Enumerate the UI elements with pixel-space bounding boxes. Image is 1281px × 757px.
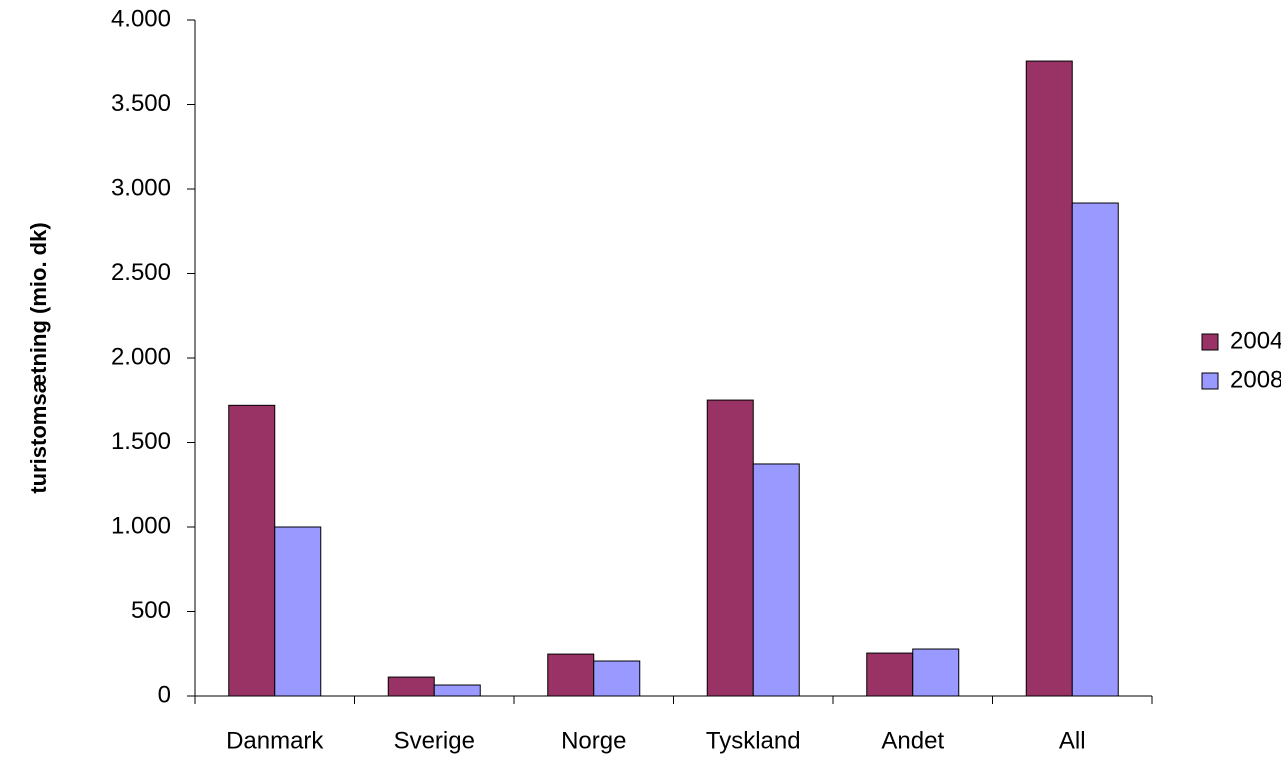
y-tick-label: 1.000 bbox=[111, 512, 171, 539]
bar bbox=[866, 652, 914, 697]
bar bbox=[752, 463, 800, 697]
bar bbox=[912, 648, 960, 697]
legend-swatch bbox=[1201, 333, 1219, 351]
x-tick-label: Danmark bbox=[226, 727, 324, 754]
bar bbox=[1025, 60, 1073, 697]
y-tick-label: 0 bbox=[158, 681, 171, 708]
bar bbox=[1071, 202, 1119, 697]
x-tick-label: Andet bbox=[881, 727, 944, 754]
y-tick-label: 4.000 bbox=[111, 5, 171, 32]
legend-label: 2008 bbox=[1230, 366, 1281, 393]
bar bbox=[706, 399, 754, 697]
x-tick-label: All bbox=[1059, 727, 1086, 754]
bar bbox=[547, 653, 595, 697]
legend-label: 2004 bbox=[1230, 327, 1281, 354]
y-axis-label: turistomsætning (mio. dk) bbox=[26, 222, 51, 493]
x-tick-label: Norge bbox=[561, 727, 626, 754]
bar bbox=[387, 676, 435, 697]
legend-swatch bbox=[1201, 372, 1219, 390]
x-tick-label: Tyskland bbox=[706, 727, 801, 754]
bar bbox=[228, 404, 276, 697]
bar bbox=[593, 660, 641, 697]
bar bbox=[274, 526, 322, 697]
y-tick-label: 2.500 bbox=[111, 259, 171, 286]
y-tick-label: 3.000 bbox=[111, 174, 171, 201]
y-tick-label: 2.000 bbox=[111, 343, 171, 370]
bar bbox=[433, 684, 481, 697]
y-tick-label: 500 bbox=[131, 597, 171, 624]
x-tick-label: Sverige bbox=[394, 727, 475, 754]
y-tick-label: 1.500 bbox=[111, 428, 171, 455]
y-tick-label: 3.500 bbox=[111, 90, 171, 117]
